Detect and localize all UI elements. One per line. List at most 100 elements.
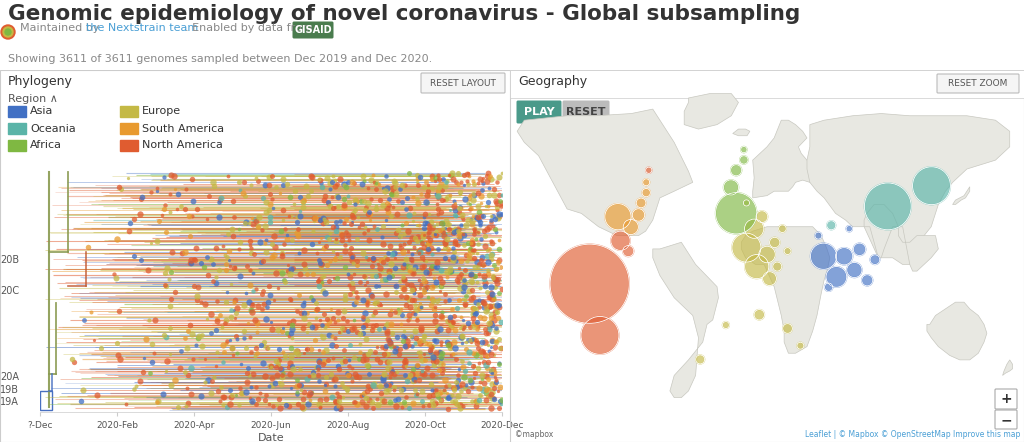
- Point: [456, 323, 472, 330]
- Point: [407, 296, 423, 303]
- Point: [484, 380, 501, 387]
- Point: [422, 348, 438, 355]
- Point: [431, 389, 447, 396]
- Point: [316, 217, 333, 224]
- Point: [434, 221, 451, 228]
- Point: [382, 380, 398, 387]
- Point: [310, 378, 327, 385]
- Circle shape: [3, 27, 13, 37]
- Point: [483, 336, 500, 343]
- Point: [396, 230, 413, 237]
- Point: [467, 370, 483, 377]
- Point: [325, 377, 341, 384]
- Point: [467, 397, 483, 404]
- Point: [254, 291, 270, 298]
- Point: [441, 225, 458, 232]
- Point: [436, 244, 453, 251]
- Point: [329, 274, 345, 281]
- Point: [444, 319, 461, 326]
- Point: [322, 202, 338, 210]
- Point: [418, 279, 434, 286]
- Point: [451, 365, 467, 372]
- Point: [290, 351, 306, 358]
- Point: [455, 403, 471, 410]
- Point: [275, 217, 292, 224]
- Point: [270, 326, 287, 333]
- Point: [205, 278, 221, 285]
- Point: [75, 387, 91, 394]
- Point: [143, 341, 160, 348]
- Point: [218, 299, 234, 306]
- Point: [365, 404, 381, 412]
- Point: [279, 329, 295, 336]
- Point: [185, 283, 202, 290]
- Point: [88, 391, 104, 398]
- Point: [452, 191, 468, 198]
- Point: [423, 381, 439, 388]
- Point: [254, 305, 270, 312]
- Point: [438, 218, 455, 225]
- Point: [392, 232, 409, 240]
- Point: [445, 339, 462, 346]
- Point: [212, 383, 228, 390]
- Point: [381, 336, 397, 343]
- Point: [489, 305, 506, 312]
- Point: [412, 339, 428, 347]
- Point: [444, 256, 461, 263]
- Point: [471, 270, 487, 277]
- Point: [385, 204, 401, 211]
- Point: [138, 335, 155, 343]
- Point: [401, 238, 418, 245]
- Point: [410, 362, 426, 369]
- Point: [480, 376, 497, 383]
- Point: [368, 206, 384, 213]
- Point: [154, 211, 170, 218]
- Point: [318, 243, 335, 250]
- Circle shape: [770, 237, 780, 248]
- Point: [430, 245, 446, 252]
- Point: [361, 348, 378, 355]
- Point: [436, 197, 453, 204]
- Point: [399, 247, 416, 254]
- Point: [279, 235, 295, 242]
- Point: [309, 278, 326, 285]
- Point: [465, 248, 481, 255]
- Point: [325, 333, 341, 340]
- Point: [419, 283, 435, 290]
- Point: [382, 338, 398, 345]
- Point: [467, 273, 483, 280]
- Point: [217, 339, 233, 346]
- Point: [348, 293, 365, 301]
- Point: [210, 388, 226, 395]
- Point: [437, 239, 454, 246]
- Point: [411, 277, 427, 284]
- Point: [353, 398, 370, 405]
- Point: [362, 176, 379, 183]
- Point: [472, 222, 488, 229]
- Point: [426, 312, 442, 319]
- Point: [331, 366, 347, 373]
- Point: [441, 394, 458, 401]
- Point: [356, 229, 373, 236]
- Point: [482, 319, 499, 326]
- Point: [126, 216, 142, 223]
- Point: [280, 231, 296, 238]
- Point: [486, 302, 503, 309]
- Point: [222, 387, 239, 394]
- Point: [474, 260, 490, 267]
- Point: [418, 268, 434, 275]
- Point: [314, 287, 331, 294]
- Point: [469, 249, 485, 256]
- Point: [424, 353, 440, 360]
- Point: [481, 303, 498, 310]
- Point: [425, 282, 441, 290]
- Point: [492, 290, 508, 297]
- Point: [461, 360, 477, 367]
- Point: [468, 214, 484, 221]
- Point: [227, 315, 244, 322]
- Point: [377, 187, 393, 194]
- Point: [267, 243, 284, 250]
- Point: [360, 210, 377, 217]
- Point: [188, 297, 205, 304]
- Point: [376, 351, 392, 358]
